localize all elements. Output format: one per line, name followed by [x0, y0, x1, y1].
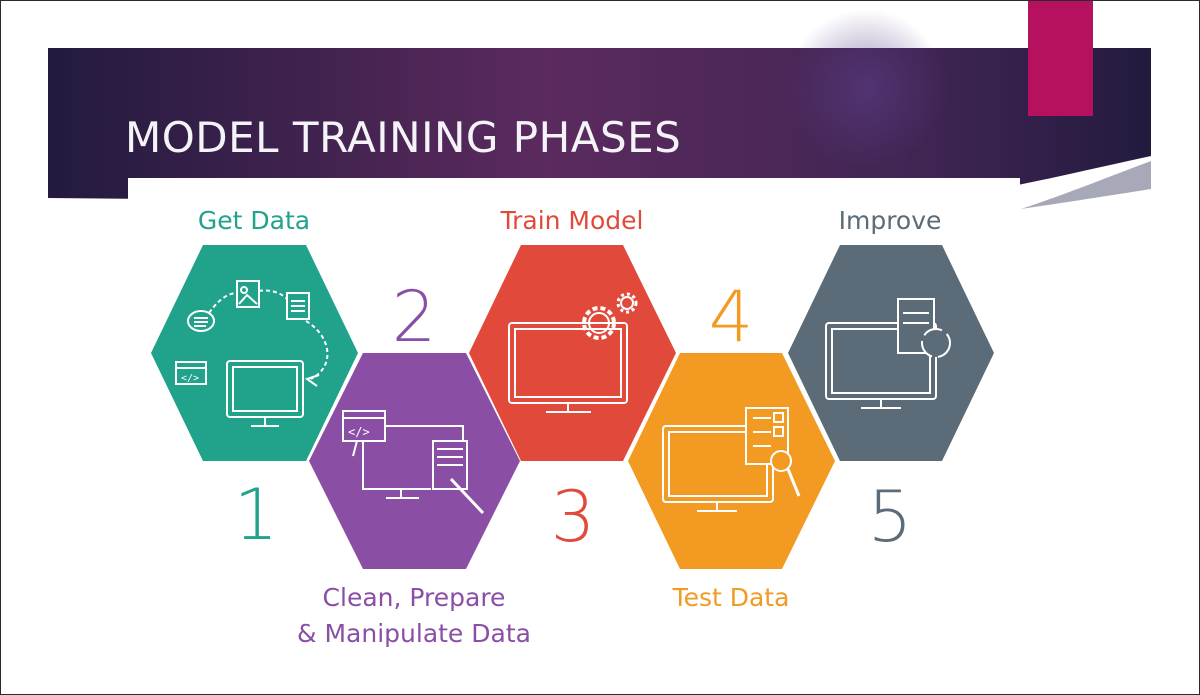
monitor-with-refresh-icon [825, 298, 951, 409]
step-3-train-model: Train Model 3 [469, 206, 676, 558]
code-editing-monitor-icon: </> [342, 410, 485, 515]
accent-tab [1028, 1, 1093, 116]
step-number: 5 [868, 476, 913, 558]
step-number: 2 [392, 276, 437, 358]
monitor-with-checklist-icon [662, 407, 801, 512]
step-4-test-data: Test Data 4 [628, 276, 835, 612]
step-label: Test Data [672, 583, 790, 612]
monitor-with-gears-icon [508, 292, 638, 413]
slide-title: MODEL TRAINING PHASES [125, 113, 682, 162]
step-number: 4 [709, 276, 754, 358]
step-label: Improve [839, 206, 942, 235]
step-2-clean-prepare: </> Clean, Prepare & Manipulate Data 2 [297, 276, 531, 648]
step-label: Train Model [500, 206, 644, 235]
step-label: Get Data [198, 206, 310, 235]
step-1-get-data: </> Get Data 1 [151, 206, 358, 556]
monitor-with-data-sources-icon: </> [175, 280, 329, 427]
svg-text:</>: </> [181, 373, 199, 384]
svg-text:</>: </> [348, 425, 370, 439]
hexagon-clean-prepare [309, 353, 520, 569]
hexagon-train-model [469, 245, 676, 461]
step-label-line2: & Manipulate Data [297, 619, 531, 648]
title-banner [48, 1, 1151, 209]
step-5-improve: Improve 5 [788, 206, 994, 558]
hexagon-improve [788, 245, 994, 461]
step-number: 1 [234, 474, 279, 556]
hexagon-get-data [151, 245, 358, 461]
step-label-line1: Clean, Prepare [323, 583, 506, 612]
step-number: 3 [551, 476, 596, 558]
